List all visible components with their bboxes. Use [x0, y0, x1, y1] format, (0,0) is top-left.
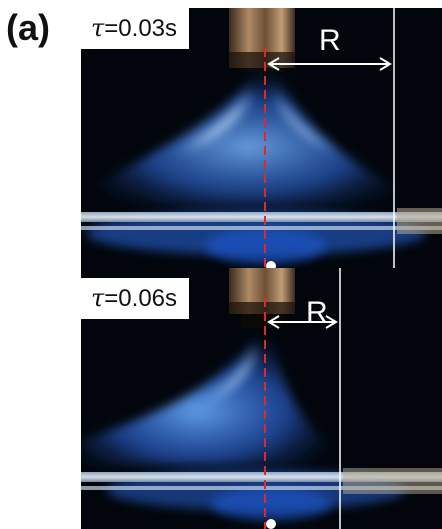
glass-rod-image — [81, 468, 442, 494]
time-value: =0.03s — [104, 15, 178, 42]
tau-symbol: τ — [91, 284, 105, 312]
radius-label-2: R — [306, 296, 328, 329]
time-label-1: τ=0.03s — [81, 8, 190, 49]
glass-rod-image — [81, 208, 442, 234]
tau-symbol: τ — [91, 14, 105, 42]
radius-arrow — [267, 8, 395, 272]
time-label-2: τ=0.06s — [81, 278, 190, 319]
stagnation-point — [266, 519, 276, 529]
time-value: =0.06s — [104, 285, 178, 312]
flame-photo-1 — [81, 8, 442, 272]
photo-panel-2: τ=0.06s R — [81, 268, 442, 529]
nozzle-image — [229, 268, 295, 328]
flame-photo-2 — [81, 268, 442, 529]
radius-label-1: R — [319, 24, 341, 57]
nozzle-image — [229, 8, 295, 72]
photo-panel-1: τ=0.03s R — [81, 8, 442, 272]
panel-letter: (a) — [6, 7, 50, 48]
radius-arrow — [267, 268, 341, 529]
